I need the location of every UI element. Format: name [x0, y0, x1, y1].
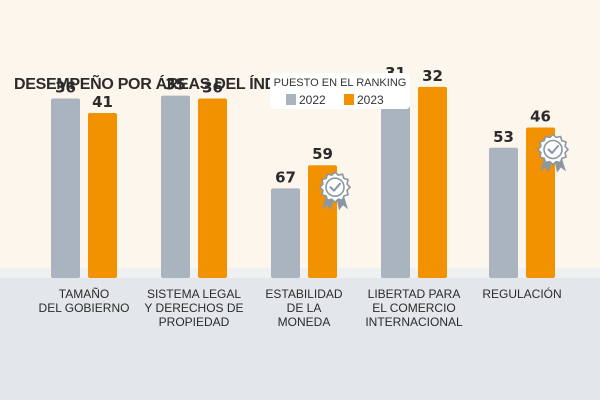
rosette-inner [325, 177, 345, 197]
legend-item-2023: 2023 [344, 92, 384, 107]
value-label-2022-4: 53 [493, 128, 514, 146]
bar-2022-4 [489, 147, 518, 278]
rosette-inner [543, 139, 563, 160]
bar-2022-0 [51, 98, 80, 278]
category-label-1-0: SISTEMA LEGAL [147, 287, 241, 301]
value-label-2022-2: 67 [275, 168, 296, 186]
bar-2022-2 [271, 188, 300, 278]
category-label-1-1: Y DERECHOS DE [144, 301, 243, 315]
rosette-check-icon [318, 171, 352, 211]
category-label-4-0: REGULACIÓN [482, 286, 561, 301]
legend-label-2022: 2022 [299, 92, 326, 107]
value-label-2023-1: 36 [202, 79, 223, 97]
check-mark [547, 145, 559, 154]
category-label-3-1: EL COMERCIO [372, 301, 456, 315]
legend-swatch-2022 [286, 94, 296, 105]
category-label-2-0: ESTABILIDAD [265, 287, 342, 301]
bars-layer [51, 84, 555, 279]
bar-2022-3 [381, 84, 410, 278]
bar-2023-0 [88, 113, 117, 278]
value-label-2022-1: 35 [165, 76, 186, 94]
rosette-check-icon [536, 133, 570, 173]
category-label-3-0: LIBERTAD PARA [368, 287, 461, 301]
legend-heading: PUESTO EN EL RANKING [273, 77, 407, 89]
category-label-0-0: TAMAÑO [59, 287, 109, 301]
legend-item-2022: 2022 [286, 92, 326, 107]
bar-2023-3 [418, 86, 447, 279]
baseline-band [0, 268, 600, 400]
category-label-2-2: MONEDA [278, 315, 331, 329]
value-label-2023-4: 46 [530, 108, 551, 126]
bar-2022-1 [161, 95, 190, 278]
category-label-0-1: DEL GOBIERNO [39, 301, 130, 315]
value-label-2023-2: 59 [312, 145, 333, 163]
value-label-2023-3: 32 [422, 67, 443, 85]
legend-label-2023: 2023 [357, 92, 384, 107]
value-label-2023-0: 41 [92, 93, 113, 111]
badges-layer [318, 133, 570, 211]
category-label-2-1: DE LA [287, 301, 322, 315]
legend: PUESTO EN EL RANKING 2022 2023 [270, 73, 410, 109]
category-label-1-2: PROPIEDAD [159, 315, 230, 329]
category-label-3-2: INTERNACIONAL [365, 315, 463, 329]
bar-2023-1 [198, 98, 227, 278]
check-mark [329, 182, 341, 192]
chart-title: DESEMPEÑO POR ÁREAS DEL ÍNDICE [14, 76, 302, 93]
value-label-2022-0: 36 [55, 79, 76, 97]
legend-swatch-2023 [344, 94, 354, 105]
